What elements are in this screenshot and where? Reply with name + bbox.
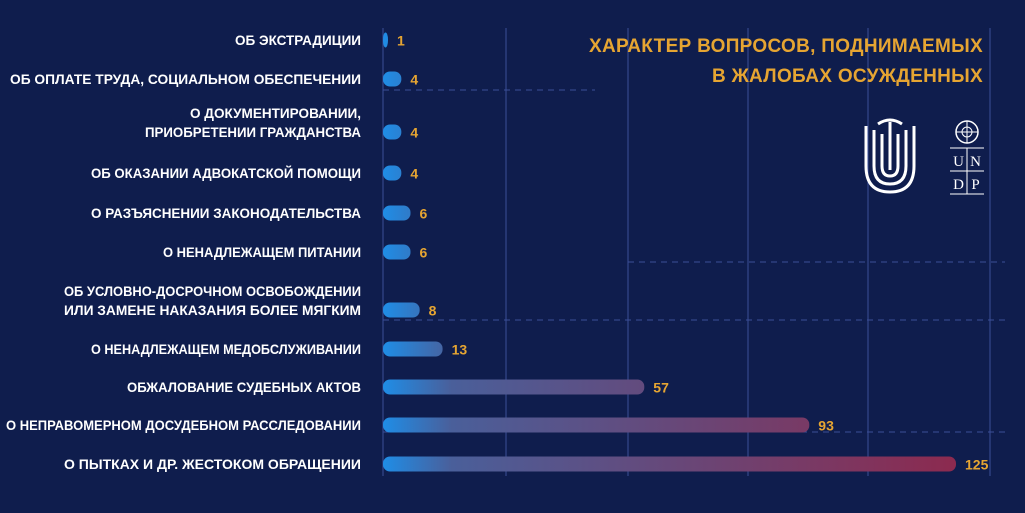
chart-title: ХАРАКТЕР ВОПРОСОВ, ПОДНИМАЕМЫХ В ЖАЛОБАХ… <box>589 32 983 92</box>
category-label: О ДОКУМЕНТИРОВАНИИ, <box>190 106 361 121</box>
bar <box>383 417 810 433</box>
value-label: 93 <box>818 418 834 434</box>
value-label: 13 <box>452 342 468 358</box>
undp-letter-d: D <box>953 177 964 193</box>
bar <box>383 244 411 260</box>
value-labels: 1 4 4 4 6 6 8 13 57 93 125 <box>397 33 989 473</box>
bar <box>383 379 645 395</box>
bar <box>383 456 956 472</box>
bar <box>383 165 402 181</box>
category-label: ОБ ОПЛАТЕ ТРУДА, СОЦИАЛЬНОМ ОБЕСПЕЧЕНИИ <box>10 72 361 87</box>
category-label: ОБ ЭКСТРАДИЦИИ <box>235 33 361 48</box>
category-label: ОБЖАЛОВАНИЕ СУДЕБНЫХ АКТОВ <box>127 380 361 395</box>
bar <box>383 302 420 318</box>
undp-letter-u: U <box>953 154 964 170</box>
undp-letter-n: N <box>970 154 981 170</box>
chart-title-line-1: ХАРАКТЕР ВОПРОСОВ, ПОДНИМАЕМЫХ <box>588 36 983 57</box>
value-label: 125 <box>965 457 989 473</box>
undp-logo-icon: U N D P <box>950 120 984 195</box>
value-label: 8 <box>429 303 437 319</box>
category-label: ОБ УСЛОВНО-ДОСРОЧНОМ ОСВОБОЖДЕНИИ <box>64 284 361 299</box>
grid-lines <box>382 28 1005 476</box>
undp-letter-p: P <box>971 177 979 193</box>
category-label: ИЛИ ЗАМЕНЕ НАКАЗАНИЯ БОЛЕЕ МЯГКИМ <box>64 303 361 318</box>
value-label: 6 <box>420 245 428 261</box>
category-label: О РАЗЪЯСНЕНИИ ЗАКОНОДАТЕЛЬСТВА <box>91 206 361 221</box>
ombudsman-emblem-icon <box>864 118 916 194</box>
value-label: 57 <box>653 380 669 396</box>
category-label: ПРИОБРЕТЕНИИ ГРАЖДАНСТВА <box>145 125 361 140</box>
chart-title-line-2: В ЖАЛОБАХ ОСУЖДЕННЫХ <box>711 66 983 87</box>
value-label: 6 <box>420 206 428 222</box>
category-label: ОБ ОКАЗАНИИ АДВОКАТСКОЙ ПОМОЩИ <box>91 166 361 181</box>
category-label: О НЕНАДЛЕЖАЩЕМ МЕДОБСЛУЖИВАНИИ <box>91 342 361 357</box>
category-label: О НЕНАДЛЕЖАЩЕМ ПИТАНИИ <box>163 245 361 260</box>
value-label: 4 <box>410 72 418 88</box>
category-labels: ОБ ЭКСТРАДИЦИИ ОБ ОПЛАТЕ ТРУДА, СОЦИАЛЬНО… <box>6 33 361 472</box>
bar <box>383 341 443 357</box>
category-label: О НЕПРАВОМЕРНОМ ДОСУДЕБНОМ РАССЛЕДОВАНИИ <box>6 418 361 433</box>
bar <box>383 205 411 221</box>
bar <box>383 124 402 140</box>
logos-graphic: U N D P <box>864 118 984 195</box>
bar <box>383 71 402 87</box>
value-label: 1 <box>397 33 405 49</box>
value-label: 4 <box>410 125 418 141</box>
bar <box>383 32 388 48</box>
category-label: О ПЫТКАХ И ДР. ЖЕСТОКОМ ОБРАЩЕНИИ <box>64 457 361 472</box>
logos: U N D P <box>858 118 988 198</box>
bars <box>383 32 956 472</box>
value-label: 4 <box>410 166 418 182</box>
